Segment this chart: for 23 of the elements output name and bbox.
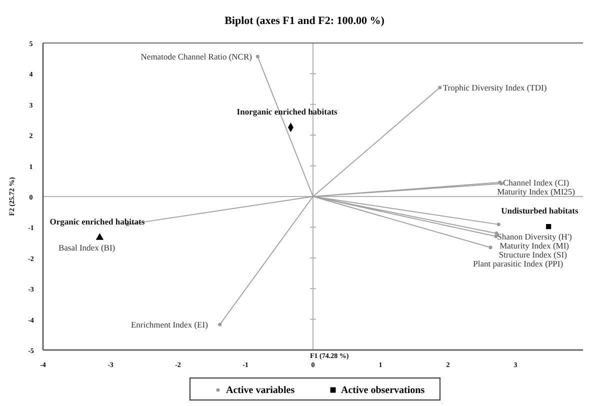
annotation: Trophic Diversity Index (TDI)	[442, 82, 547, 93]
point	[496, 222, 500, 226]
legend-label: Active observations	[341, 385, 425, 396]
annotation: Undisturbed habitats	[501, 206, 580, 216]
annotation: Shanon Diversity (H')	[497, 231, 572, 242]
point	[96, 233, 104, 240]
annotation: Channel Index (CI)	[502, 177, 570, 188]
annotation: Inorganic enriched habitats	[236, 106, 338, 116]
point	[218, 322, 222, 326]
annotation: Maturity Index (MI25)	[497, 186, 576, 197]
annotation: Basal Index (BI)	[58, 242, 116, 252]
point	[256, 54, 260, 58]
annotation: Plant parasitic Index (PPI)	[473, 258, 564, 268]
annotation: Enrichment Index (EI)	[130, 320, 208, 330]
annotation: Nematode Channel Ratio (NCR)	[140, 52, 252, 62]
point	[488, 246, 492, 250]
point	[438, 86, 442, 90]
legend-label: Active variables	[226, 385, 295, 396]
annotation: Structure Index (SI)	[498, 249, 568, 260]
annotation: Organic enriched habitats	[50, 216, 146, 227]
annotation: Maturity Index (MI)	[500, 240, 570, 250]
point	[546, 224, 552, 230]
chart-title: Biplot (axes F1 and F2: 100.00 %)	[224, 15, 385, 27]
